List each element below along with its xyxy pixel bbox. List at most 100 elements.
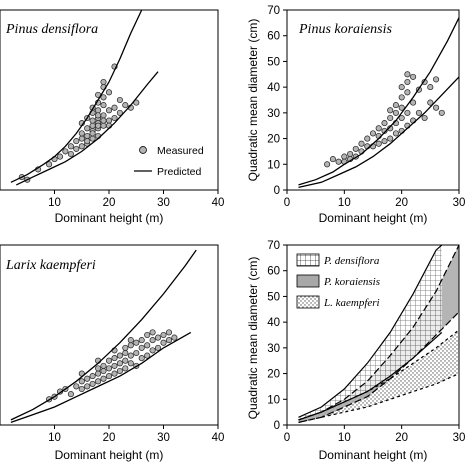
panel-pinus-densiflora: 10 20 30 40 Pinus densiflora Dominant heigh… [0,9,224,225]
measured-point [165,329,173,336]
plot-area [10,249,197,424]
legend: Measured Predicted [134,145,204,178]
measured-point [46,161,53,168]
boundary-upper-l-kaempferi [298,329,459,421]
y-tick-label: 70 [267,5,280,17]
measured-point [324,161,331,168]
x-tick-label: 0 [284,197,290,209]
axis-ticks: 0 10 20 30 0 10 20 30 40 50 60 70 [267,5,465,209]
measured-point [89,117,96,124]
boundary-lower-l-kaempferi [298,372,459,423]
y-tick-label: 10 [267,159,280,171]
measured-point [116,367,123,375]
measured-point [404,109,411,116]
x-axis-label: Dominant height (m) [55,448,164,462]
measured-point [404,78,411,86]
measured-point [398,114,405,122]
y-tick-label: 0 [274,185,280,197]
boundary-upper-p-koraiensis [298,245,459,421]
measured-point [95,365,102,372]
plot-area [298,17,459,189]
measured-point [89,135,96,142]
measured-point [392,102,399,109]
measured-point [144,331,151,339]
y-axis-label: Quadratic mean diameter (cm) [246,257,260,420]
plot-area [298,245,459,423]
measured-point [149,329,156,336]
measured-point [122,365,129,372]
measured-point [375,125,382,132]
x-tick-label: 10 [48,432,61,444]
legend: P. densiflora P. koraiensis L. kaempferi [296,253,380,309]
measured-point [352,145,359,152]
x-tick-label: 40 [212,432,225,444]
y-tick-label: 20 [267,134,280,146]
plot-frame [286,244,460,426]
measured-point [89,122,96,129]
legend-measured-label: Measured [157,145,204,157]
predicted-lower-line [10,331,192,424]
measured-point [84,132,91,140]
x-tick-label: 10 [338,197,351,209]
measured-point [105,89,113,96]
panel-title: Pinus koraiensis [298,22,392,37]
predicted-lower-line [16,71,159,186]
legend-swatch-p-densiflora [296,253,320,267]
band-p-densiflora [298,245,442,420]
measured-point [73,138,80,145]
y-tick-label: 40 [267,317,280,329]
measured-point [73,145,80,152]
measured-point [398,94,405,101]
panel-title: Pinus densiflora [5,22,98,37]
measured-point [398,104,405,111]
legend-swatch-p-koraiensis [296,274,320,288]
measured-point [149,347,156,354]
legend-predicted-label: Predicted [157,166,202,178]
legend-measured-marker [139,146,147,154]
measured-point [84,125,91,132]
y-axis-label: Quadratic mean diameter (cm) [246,19,260,182]
boundary-lower-p-koraiensis [298,311,459,423]
x-ticks: 10 20 30 40 [48,425,224,444]
x-tick-label: 20 [395,197,408,209]
measured-point [335,158,342,165]
measured-point [122,344,129,351]
measured-point [410,73,417,80]
measured-point [398,84,405,91]
measured-point [404,71,411,78]
measured-point [67,143,74,150]
measured-point [89,380,96,387]
measured-point [358,140,365,147]
legend-label-p-densiflora: P. densiflora [323,255,380,267]
measured-point [138,355,145,362]
measured-point [410,99,417,106]
measured-point [133,339,140,346]
plot-area [10,10,159,186]
measured-point [171,334,178,341]
measured-point [116,96,123,104]
measured-point [364,135,371,142]
measured-point [89,373,96,380]
predicted-upper-line [10,10,143,183]
measured-point [381,138,388,145]
y-tick-label: 0 [274,420,280,432]
measured-point [95,107,102,114]
measured-point [127,342,134,349]
legend-label-l-kaempferi: L. kaempferi [323,297,380,309]
y-tick-label: 70 [267,240,280,252]
measured-point [100,117,107,124]
measured-point [122,349,129,357]
measured-point [415,109,422,116]
measured-point [387,135,394,142]
measured-point [144,342,151,349]
y-tick-label: 30 [267,108,280,120]
measured-point [105,117,113,124]
measured-point [127,360,134,367]
x-tick-label: 30 [453,432,466,444]
legend-swatch-l-kaempferi [296,295,320,309]
measured-point [387,114,394,122]
measured-point [100,122,107,129]
measured-point [111,104,118,111]
x-tick-label: 30 [157,432,170,444]
